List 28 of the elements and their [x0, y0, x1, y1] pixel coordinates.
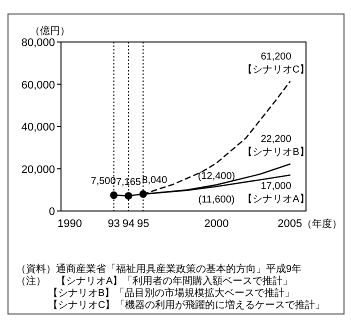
y-tick-label: 20,000	[21, 164, 55, 176]
x-tick-label: 94	[122, 218, 135, 230]
text: （資料）通商産業省「福祉用具産業政策の基本的方向」平成9年	[16, 263, 302, 275]
data-label: 7,500	[90, 176, 116, 188]
data-label: 22,200	[260, 134, 292, 146]
x-axis-title: （年度）	[302, 218, 342, 230]
x-tick-label: 93	[108, 218, 120, 230]
series-label: 【シナリオC】	[242, 64, 310, 76]
text: 【シナリオC】「機器の利用が飛躍的に増えるケースで推計」	[48, 299, 326, 311]
y-tick-label: 0	[48, 206, 55, 218]
data-label: 61,200	[260, 52, 292, 63]
data-label: (11,600)	[198, 194, 235, 206]
x-tick-label: 95	[137, 218, 150, 230]
series-label: 【シナリオA】	[242, 193, 310, 206]
text: （注） 【シナリオA】「利用者の年間購入額ベースで推計」	[16, 275, 293, 287]
x-tick-label: 1990	[58, 218, 82, 230]
data-label: 8,040	[142, 175, 168, 186]
data-label: 7,165	[116, 176, 142, 188]
y-tick-label: 60,000	[21, 79, 55, 92]
x-tick-label: 2000	[204, 218, 229, 230]
y-tick-label: 40,000	[21, 122, 55, 134]
data-label: (12,400)	[198, 170, 236, 182]
text: 【シナリオB】「品目別の市場規模拡大ベースで推計」	[48, 287, 295, 299]
y-axis-title: （億円）	[30, 25, 70, 37]
data-label: 17,000	[260, 181, 292, 192]
x-tick-label: 2005	[278, 218, 302, 230]
series-label: 【シナリオB】	[242, 146, 310, 158]
y-tick-label: 80,000	[21, 37, 55, 49]
